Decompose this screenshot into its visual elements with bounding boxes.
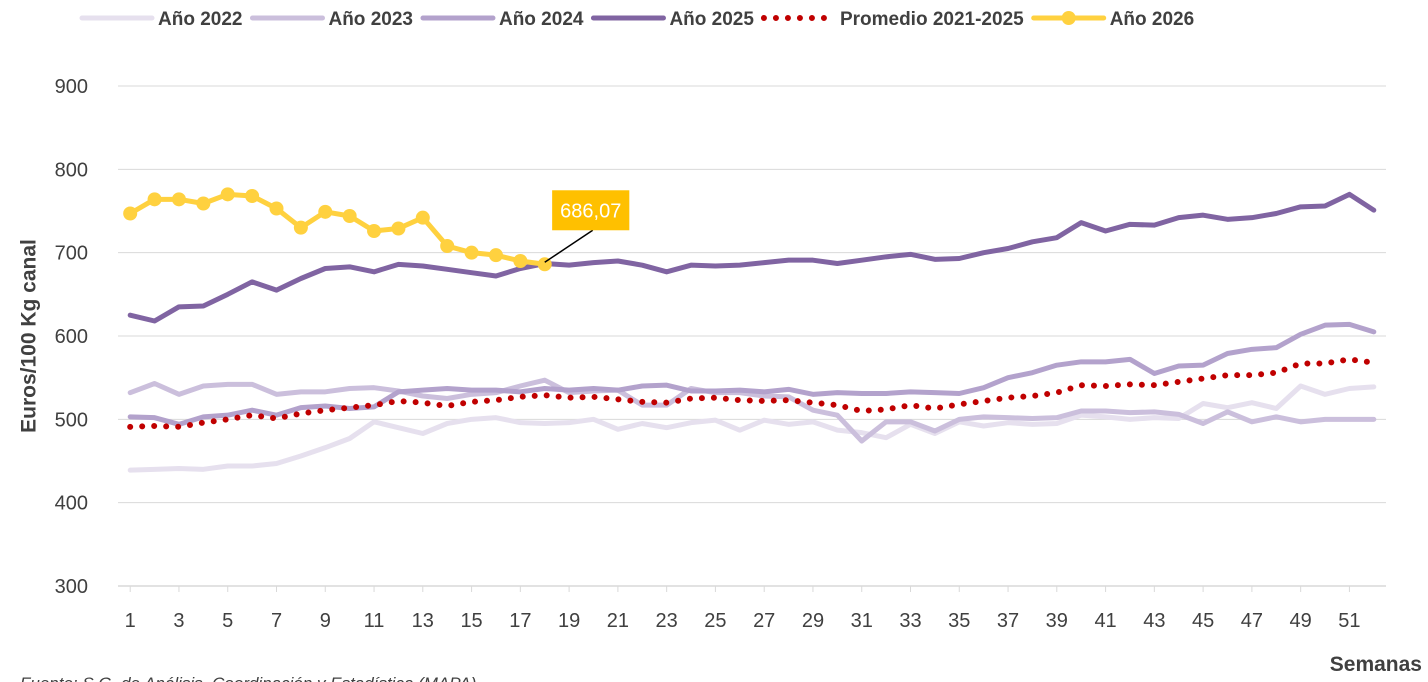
y-tick-label: 400 (55, 493, 88, 515)
x-tick-label: 43 (1143, 610, 1165, 632)
x-tick-label: 23 (656, 610, 678, 632)
x-tick-label: 17 (509, 610, 531, 632)
x-tick-label: 39 (1046, 610, 1068, 632)
point-marker (269, 201, 284, 216)
y-tick-label: 800 (55, 159, 88, 181)
x-tick-label: 1 (125, 610, 136, 632)
point-marker (293, 220, 308, 235)
legend-label: Año 2022 (158, 9, 242, 30)
source-note: Fuente: S.G. de Análisis, Coordinación y… (20, 674, 476, 682)
point-marker (123, 206, 138, 221)
point-marker (440, 239, 455, 253)
data-label-group: 686,07 (552, 190, 630, 231)
x-tick-label: 27 (753, 610, 775, 632)
x-tick-label: 31 (851, 610, 873, 632)
legend-label: Promedio 2021-2025 (840, 9, 1024, 30)
x-tick-label: 45 (1192, 610, 1214, 632)
x-tick-label: 3 (173, 610, 184, 632)
series-line (127, 383, 1377, 473)
point-marker (415, 210, 430, 225)
x-tick-label: 29 (802, 610, 824, 632)
legend-label: Año 2024 (499, 9, 584, 30)
data-label: 686,07 (560, 200, 621, 222)
series-line (127, 191, 548, 267)
series-line (127, 356, 1377, 430)
y-tick-label: 600 (55, 326, 88, 348)
x-tick-label: 47 (1241, 610, 1263, 632)
x-tick-label: 41 (1094, 610, 1116, 632)
x-tick-label: 5 (222, 610, 233, 632)
x-tick-label: 7 (271, 610, 282, 632)
x-tick-label: 33 (899, 610, 921, 632)
x-tick-label: 35 (948, 610, 970, 632)
x-tick-label: 9 (320, 610, 331, 632)
point-marker (245, 189, 260, 203)
x-tick-label: 13 (412, 610, 434, 632)
y-tick-label: 500 (55, 409, 88, 431)
y-axis-label: Euros/100 Kg canal (18, 239, 41, 433)
series-line (127, 321, 1377, 427)
point-marker (464, 245, 479, 260)
point-marker (171, 192, 186, 207)
point-marker (196, 196, 211, 211)
x-tick-label: 21 (607, 610, 629, 632)
legend-label: Año 2025 (669, 9, 754, 30)
point-marker (342, 209, 357, 223)
point-marker (367, 224, 382, 238)
x-tick-label: 25 (704, 610, 726, 632)
y-tick-label: 300 (55, 576, 88, 598)
point-marker (513, 254, 528, 268)
x-tick-label: 15 (460, 610, 482, 632)
point-marker (488, 248, 503, 263)
legend-label: Año 2023 (328, 9, 412, 30)
point-marker (391, 221, 406, 236)
x-tick-label: 19 (558, 610, 580, 632)
point-marker (318, 204, 333, 219)
legend-marker (1061, 11, 1076, 25)
point-marker (147, 192, 162, 207)
x-tick-label: 37 (997, 610, 1019, 632)
series-line (127, 191, 1377, 324)
y-tick-label: 900 (55, 76, 88, 98)
x-axis-label: Semanas (1330, 653, 1422, 676)
legend-label: Año 2026 (1110, 9, 1194, 30)
series-line (127, 377, 1377, 444)
y-tick-label: 700 (55, 243, 88, 265)
x-tick-label: 51 (1338, 610, 1360, 632)
point-marker (220, 187, 235, 202)
x-tick-label: 49 (1290, 610, 1312, 632)
label-leader (544, 229, 594, 263)
data-label-box (552, 190, 630, 231)
x-tick-label: 11 (364, 610, 385, 632)
